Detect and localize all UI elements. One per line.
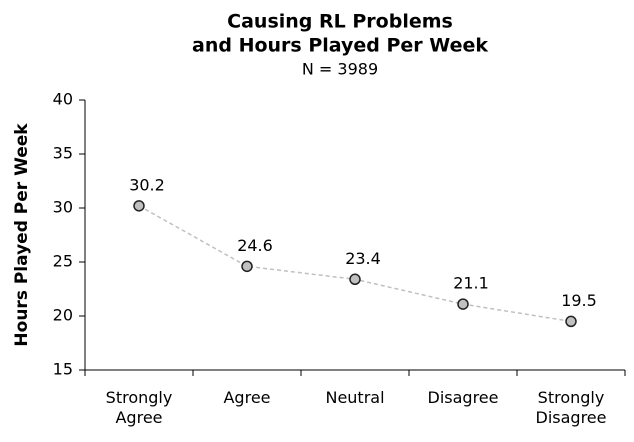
point	[241, 260, 253, 273]
y-tick-label: 30	[53, 198, 73, 217]
data-label: 30.2	[129, 175, 165, 194]
y-tick-label: 35	[53, 144, 73, 163]
y-tick-label: 40	[53, 90, 73, 109]
point	[565, 315, 577, 328]
point	[349, 273, 361, 286]
y-axis-label: Hours Played Per Week	[12, 123, 32, 347]
data-label: 19.5	[561, 291, 597, 310]
chart-subtitle: N = 3989	[302, 60, 378, 79]
point	[133, 200, 145, 212]
point	[457, 298, 469, 310]
x-tick-label: Strongly Disagree	[535, 388, 607, 427]
data-label: 23.4	[345, 249, 381, 268]
x-tick-label: Neutral	[325, 388, 385, 407]
x-tick-label: Strongly Agree	[105, 388, 173, 427]
y-tick-label: 15	[53, 360, 73, 379]
data-label: 24.6	[237, 236, 273, 255]
x-tick-label: Agree	[223, 388, 271, 407]
chart-title: Causing RL Problems	[227, 11, 453, 33]
data-label: 21.1	[453, 274, 489, 293]
x-tick-label: Disagree	[427, 388, 499, 407]
chart-title: and Hours Played Per Week	[192, 35, 488, 57]
y-tick-label: 20	[53, 306, 73, 325]
y-tick-label: 25	[53, 252, 73, 271]
